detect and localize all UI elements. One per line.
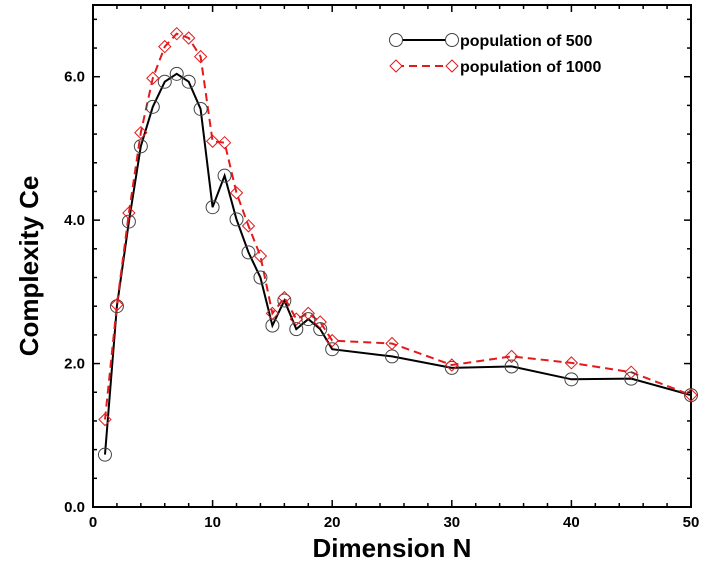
x-tick-label: 30 — [443, 514, 460, 531]
data-point — [205, 200, 220, 215]
data-point — [241, 245, 256, 260]
data-point — [313, 315, 327, 329]
data-point — [277, 290, 292, 305]
data-point — [253, 249, 268, 263]
x-tick-label: 10 — [204, 514, 221, 531]
data-point — [229, 212, 244, 227]
data-point — [110, 298, 124, 312]
data-point — [133, 139, 148, 154]
plot-frame — [92, 4, 692, 508]
y-tick-label: 4.0 — [64, 212, 85, 229]
data-point — [504, 359, 519, 374]
data-point — [289, 312, 304, 326]
data-point — [98, 412, 112, 427]
data-point — [504, 349, 519, 364]
data-point — [170, 26, 184, 41]
legend-label-2: population of 1000 — [460, 59, 601, 76]
data-point — [134, 125, 148, 140]
data-point — [444, 360, 459, 375]
data-point — [325, 342, 340, 357]
data-point — [325, 333, 339, 348]
data-point — [445, 358, 459, 372]
data-point — [169, 66, 184, 81]
data-point — [624, 371, 639, 386]
data-point — [301, 306, 315, 321]
x-axis-title: Dimension N — [313, 533, 472, 563]
data-point — [97, 447, 112, 462]
legend: population of 500 population of 1000 — [389, 33, 601, 76]
data-point — [181, 74, 196, 89]
y-tick-label: 6.0 — [64, 69, 85, 86]
y-tick-label: 0.0 — [64, 499, 85, 516]
legend-marker — [445, 59, 459, 73]
data-point — [564, 372, 579, 387]
legend-label-1: population of 500 — [460, 33, 593, 50]
data-point — [217, 168, 232, 183]
data-point — [122, 206, 136, 220]
data-point — [145, 99, 160, 114]
data-point — [624, 365, 638, 379]
data-point — [193, 49, 208, 64]
data-point — [181, 31, 196, 45]
data-point — [193, 101, 208, 116]
x-tick-label: 50 — [683, 514, 700, 531]
series-line-1 — [104, 72, 692, 455]
data-point — [385, 336, 399, 351]
series-line-2 — [104, 32, 692, 420]
x-tick-label: 0 — [89, 514, 97, 531]
data-point — [205, 134, 220, 148]
legend-marker — [389, 33, 403, 47]
legend-marker — [445, 33, 459, 47]
x-tick-label: 20 — [324, 514, 341, 531]
plot-area: 0 10 20 30 40 50 0.0 2.0 4.0 6.0 — [64, 4, 700, 531]
data-point — [564, 356, 579, 370]
y-tick-label: 2.0 — [64, 356, 85, 373]
y-axis-title: Complexity Ce — [14, 176, 44, 357]
data-point — [253, 270, 268, 285]
data-point — [109, 299, 124, 314]
data-point — [157, 74, 172, 89]
data-point — [265, 306, 280, 321]
data-point — [241, 219, 256, 233]
series-layer — [97, 26, 698, 462]
data-point — [229, 186, 244, 200]
data-point — [313, 322, 328, 337]
data-point — [289, 322, 304, 337]
x-tick-label: 40 — [563, 514, 580, 531]
legend-marker — [389, 59, 403, 73]
data-point — [684, 388, 698, 402]
data-point — [158, 39, 172, 54]
data-point — [217, 135, 232, 150]
data-point — [121, 214, 136, 229]
data-point — [146, 71, 160, 85]
data-point — [277, 293, 292, 308]
